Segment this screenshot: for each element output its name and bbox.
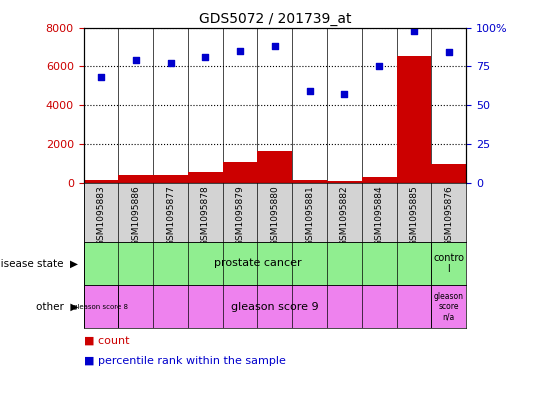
Text: contro
l: contro l: [433, 253, 464, 274]
Text: GSM1095878: GSM1095878: [201, 185, 210, 246]
Text: GSM1095885: GSM1095885: [410, 185, 419, 246]
Text: GSM1095881: GSM1095881: [305, 185, 314, 246]
Text: other  ▶: other ▶: [36, 301, 78, 312]
Point: [445, 49, 453, 55]
Point: [166, 60, 175, 66]
Point: [271, 43, 279, 49]
Text: ■ count: ■ count: [84, 336, 129, 346]
Bar: [431, 164, 466, 183]
Text: gleason score 9: gleason score 9: [231, 301, 319, 312]
Point: [306, 88, 314, 94]
Text: GSM1095883: GSM1095883: [96, 185, 106, 246]
Text: prostate cancer: prostate cancer: [213, 258, 301, 268]
Text: GSM1095886: GSM1095886: [131, 185, 140, 246]
Title: GDS5072 / 201739_at: GDS5072 / 201739_at: [199, 13, 351, 26]
Text: gleason
score
n/a: gleason score n/a: [434, 292, 464, 321]
Text: gleason score 8: gleason score 8: [73, 303, 128, 310]
Bar: [84, 285, 119, 328]
Text: GSM1095879: GSM1095879: [236, 185, 245, 246]
Text: disease state  ▶: disease state ▶: [0, 258, 78, 268]
Bar: [223, 162, 258, 183]
Point: [132, 57, 140, 63]
Text: GSM1095882: GSM1095882: [340, 185, 349, 246]
Text: GSM1095880: GSM1095880: [271, 185, 279, 246]
Point: [410, 28, 418, 34]
Text: GSM1095876: GSM1095876: [444, 185, 453, 246]
Bar: [397, 56, 431, 183]
Bar: [327, 181, 362, 183]
Bar: [84, 180, 119, 183]
Bar: [431, 242, 466, 285]
Text: GSM1095884: GSM1095884: [375, 185, 384, 246]
Bar: [431, 285, 466, 328]
Point: [201, 54, 210, 60]
Bar: [188, 172, 223, 183]
Bar: [362, 177, 397, 183]
Bar: [258, 151, 292, 183]
Text: GSM1095877: GSM1095877: [166, 185, 175, 246]
Text: ■ percentile rank within the sample: ■ percentile rank within the sample: [84, 356, 286, 365]
Bar: [119, 285, 431, 328]
Point: [96, 74, 105, 80]
Point: [375, 63, 384, 70]
Point: [340, 91, 349, 97]
Bar: [119, 175, 153, 183]
Bar: [292, 180, 327, 183]
Point: [236, 48, 244, 54]
Bar: [153, 175, 188, 183]
